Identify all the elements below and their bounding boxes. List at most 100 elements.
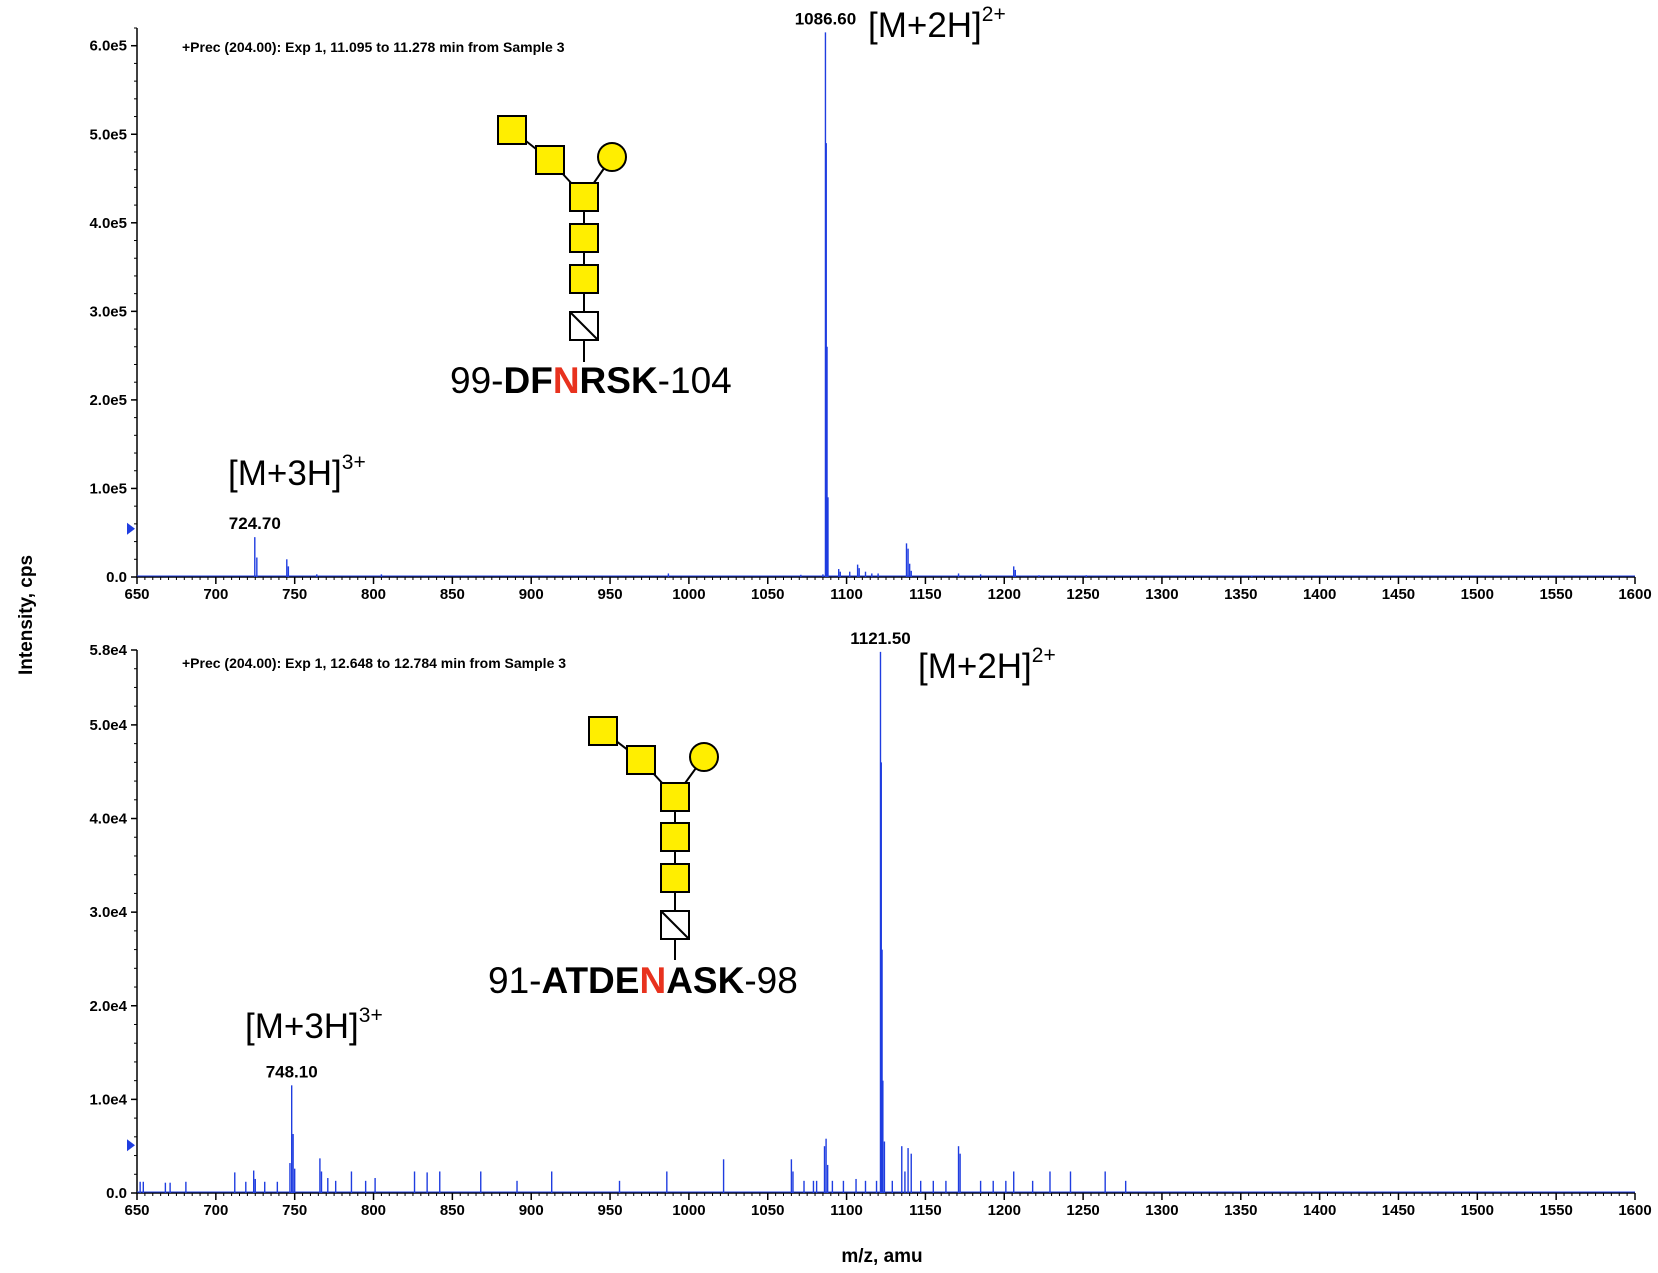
x-tick-label: 700 [203,1202,228,1219]
x-tick-label: 1300 [1145,1202,1178,1219]
x-tick-label: 950 [598,586,623,603]
x-tick-label: 850 [440,1202,465,1219]
x-tick-label: 650 [124,1202,149,1219]
threshold-marker [127,522,135,535]
y-tick-label: 3.0e5 [89,303,127,320]
x-tick-label: 1450 [1382,586,1415,603]
x-tick-label: 700 [203,586,228,603]
peptide-sequence: 99-DFNRSK-104 [450,360,732,401]
peak-mz-label: 1121.50 [850,629,911,648]
svg-text:[M+2H]2+: [M+2H]2+ [918,644,1056,686]
y-tick-label: 2.0e5 [89,392,127,409]
x-tick-label: 650 [124,586,149,603]
y-axis-title: Intensity, cps [16,555,37,675]
ion-main-text: [M+2H] [918,647,1032,686]
galactose-circle [597,142,627,172]
peak-labels: 748.10 1121.50 [266,629,911,1081]
x-tick-label: 1250 [1066,1202,1099,1219]
mannose-square [569,223,599,253]
peak-labels: 724.70 1086.60 [229,9,856,533]
ion-label-main: [M+2H]2+ [918,644,1056,686]
x-tick-label: 1500 [1461,586,1494,603]
ion-main-text: [M+2H] [868,6,982,45]
x-tick-label: 850 [440,586,465,603]
galactose-circle [689,742,719,772]
mannose-square [660,863,690,893]
y-tick-label: 0.0 [106,1185,127,1202]
svg-text:[M+2H]2+: [M+2H]2+ [868,3,1006,45]
svg-text:[M+3H]3+: [M+3H]3+ [245,1004,383,1046]
glycan-structure [588,716,719,960]
y-tick-label: 5.0e4 [89,717,127,734]
y-tick-label: 3.0e4 [89,904,127,921]
spectrum-panel-bottom: 0.0 1.0e4 2.0e4 3.0e4 4.0e4 5.0e4 5.8e4 650 700… [89,629,1651,1219]
x-tick-label: 900 [519,1202,544,1219]
x-tick-label: 1450 [1382,1202,1415,1219]
x-tick-label: 1400 [1303,586,1336,603]
spectrum-panel-top: 0.0 1.0e5 2.0e5 3.0e5 4.0e5 5.0e5 6.0e5 650 700… [89,3,1651,603]
ion-main-charge: 2+ [982,3,1006,26]
asparagine-diagonal [660,910,690,940]
x-tick-label: 1600 [1618,586,1651,603]
glcnac-square [626,745,656,775]
glycan-structure [497,115,627,362]
y-tick-label: 6.0e5 [89,38,127,55]
y-tick-label: 4.0e5 [89,215,127,232]
x-tick-label: 800 [361,1202,386,1219]
x-tick-label: 1000 [672,1202,705,1219]
glcnac-square [535,145,565,175]
ion-label-minor: [M+3H]3+ [245,1004,383,1046]
ion-label-minor: [M+3H]3+ [228,451,366,493]
y-tick-label: 1.0e5 [89,480,127,497]
scan-info: +Prec (204.00): Exp 1, 11.095 to 11.278 … [182,39,565,55]
svg-text:[M+3H]3+: [M+3H]3+ [228,451,366,493]
y-axis: 0.0 1.0e5 2.0e5 3.0e5 4.0e5 5.0e5 6.0e5 [89,27,138,586]
ion-label-main: [M+2H]2+ [868,3,1006,45]
x-tick-label: 1050 [751,1202,784,1219]
peptide-sequence: 91-ATDENASK-98 [488,960,798,1001]
y-tick-label: 0.0 [106,569,127,586]
x-tick-label: 1150 [909,1202,942,1219]
y-tick-label: 1.0e4 [89,1091,127,1108]
peak-mz-label: 1086.60 [795,9,856,28]
x-tick-label: 1100 [830,586,863,603]
x-tick-label: 1350 [1224,1202,1257,1219]
mannose-square [660,822,690,852]
glcnac-square [588,716,618,746]
x-tick-label: 1300 [1145,586,1178,603]
spectrum-trace [137,32,1635,577]
threshold-marker [127,1139,135,1152]
mannose-square [569,264,599,294]
x-tick-label: 1600 [1618,1202,1651,1219]
x-axis: 650 700 750 800 850 900 950 1000 1050 1100 1150 120… [124,1192,1652,1219]
x-tick-label: 950 [598,1202,623,1219]
ion-minor-text: [M+3H] [228,454,342,493]
peak-mz-label: 724.70 [229,514,281,533]
x-tick-label: 750 [282,1202,307,1219]
x-tick-label: 1000 [672,586,705,603]
x-tick-label: 1250 [1066,586,1099,603]
asparagine-diagonal [569,311,599,341]
ion-minor-text: [M+3H] [245,1007,359,1046]
x-tick-label: 1550 [1539,586,1572,603]
x-tick-label: 800 [361,586,386,603]
ion-minor-charge: 3+ [359,1004,383,1027]
x-tick-label: 900 [519,586,544,603]
x-tick-label: 1550 [1539,1202,1572,1219]
y-tick-label: 5.8e4 [89,642,127,659]
glcnac-square [497,115,527,145]
mannose-square [569,182,599,212]
x-tick-label: 1100 [830,1202,863,1219]
x-tick-label: 1200 [988,586,1021,603]
ion-minor-charge: 3+ [342,451,366,474]
ion-main-charge: 2+ [1032,644,1056,667]
x-tick-label: 1400 [1303,1202,1336,1219]
x-axis: 650 700 750 800 850 900 950 1000 1050 1100 1150 120… [124,576,1652,603]
mannose-square [660,782,690,812]
spectrum-trace [137,651,1635,1193]
x-tick-label: 750 [282,586,307,603]
x-tick-label: 1200 [988,1202,1021,1219]
x-tick-label: 1500 [1461,1202,1494,1219]
y-axis: 0.0 1.0e4 2.0e4 3.0e4 4.0e4 5.0e4 5.8e4 [89,642,138,1202]
